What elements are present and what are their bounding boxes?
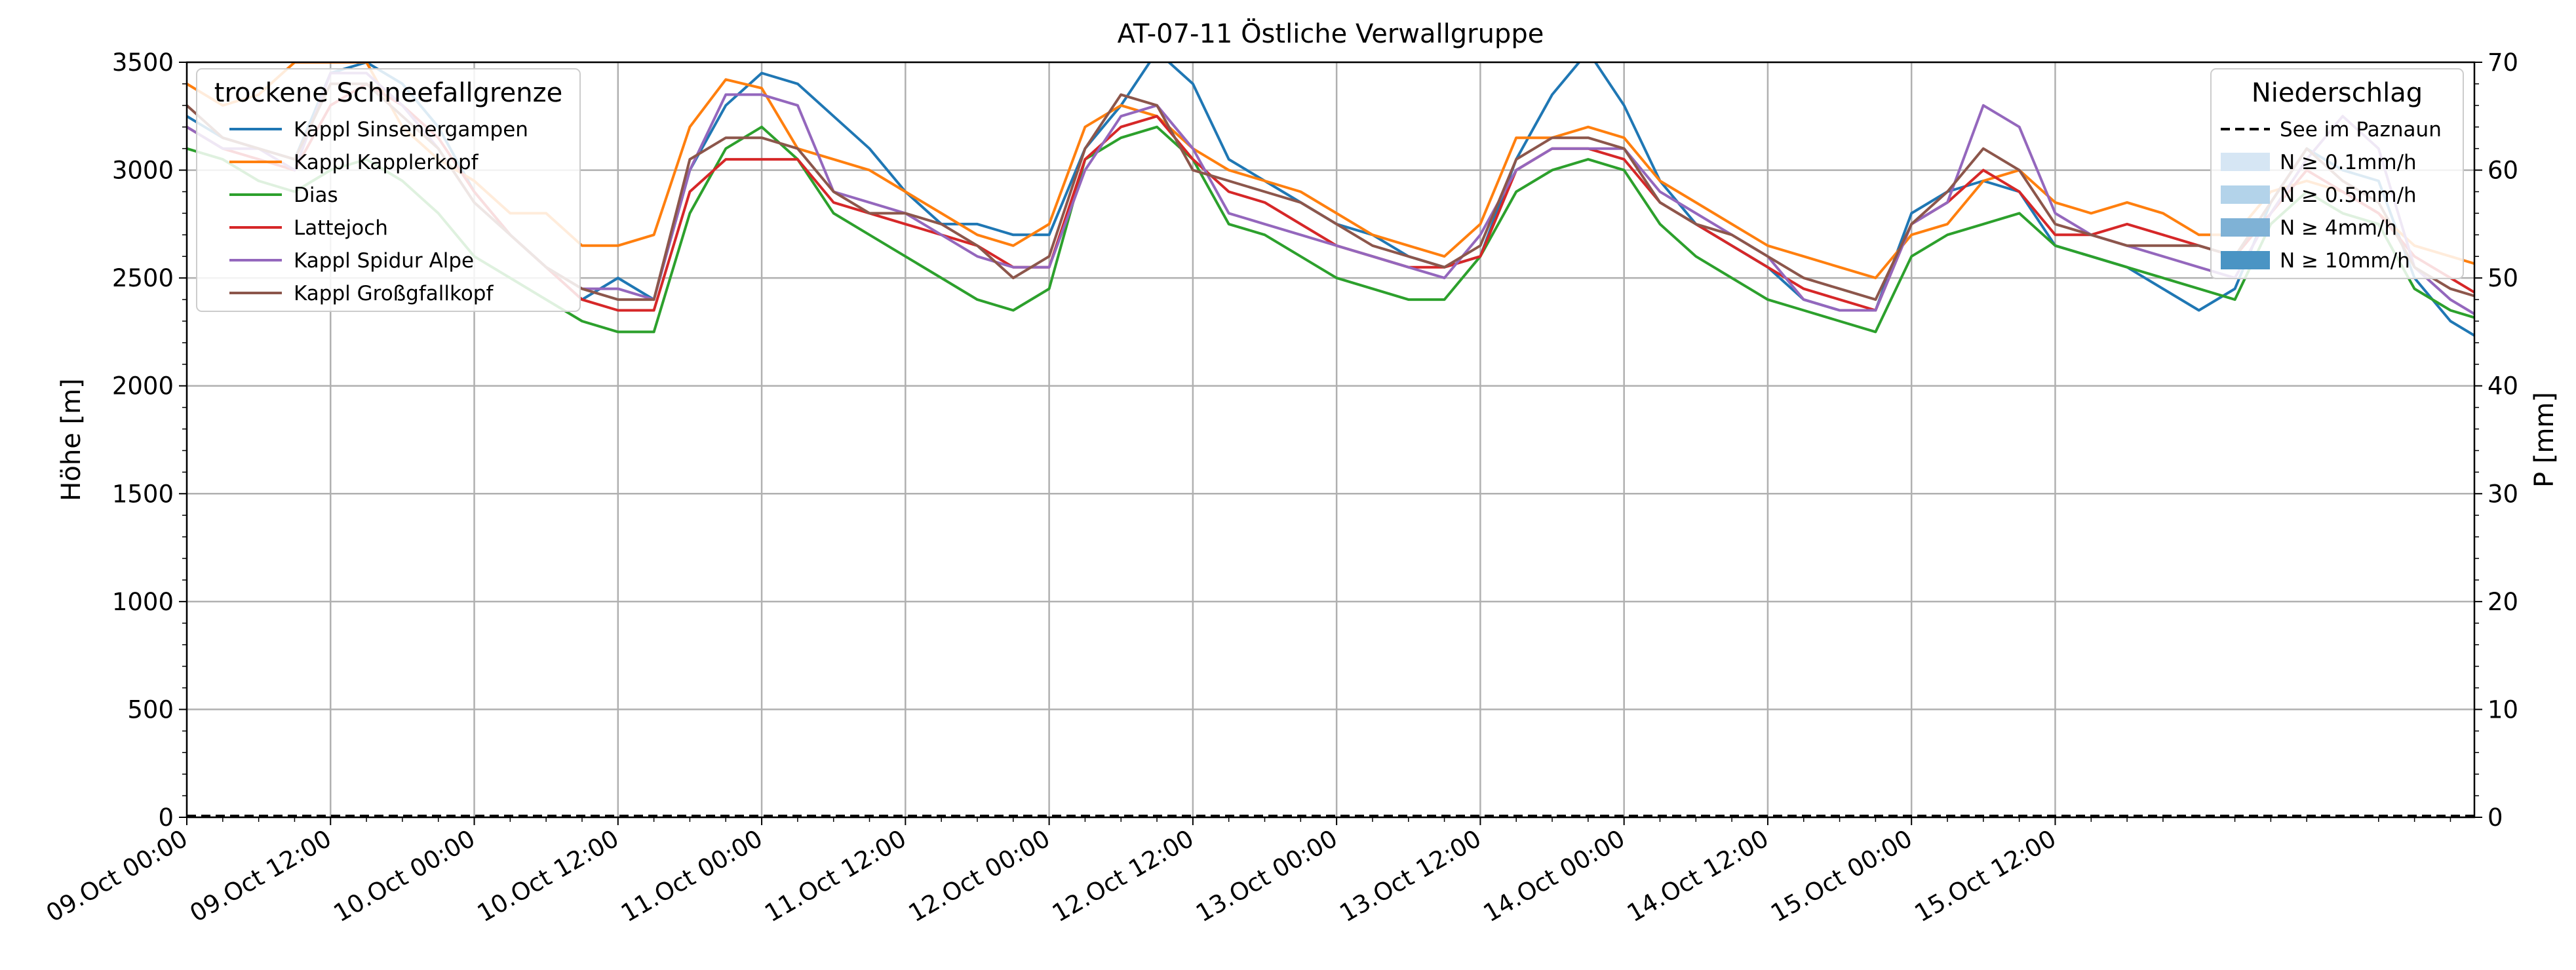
y-right-tick-label: 0 [2488, 804, 2503, 832]
legend-right-swatch-3 [2221, 218, 2270, 237]
series-lines [187, 62, 2474, 817]
y-tick-label: 0 [158, 804, 174, 832]
y-right-tick-label: 50 [2488, 264, 2518, 292]
legend-right-swatch-4 [2221, 251, 2270, 269]
legend-left-label-4: Kappl Spidur Alpe [294, 249, 474, 273]
y-right-tick-label: 10 [2488, 695, 2518, 724]
legend-left-label-1: Kappl Kapplerkopf [294, 151, 479, 174]
y-right-tick-label: 30 [2488, 480, 2518, 508]
legend-right-title: Niederschlag [2252, 78, 2423, 108]
chart-title: AT-07-11 Östliche Verwallgruppe [1118, 18, 1544, 49]
legend-left-label-3: Lattejoch [294, 216, 388, 240]
legend-right-swatch-2 [2221, 185, 2270, 204]
y-tick-label: 3500 [112, 48, 174, 77]
y-right-tick-label: 70 [2488, 48, 2518, 77]
legend-left-label-5: Kappl Großgfallkopf [294, 282, 494, 305]
y-tick-label: 3000 [112, 157, 174, 185]
legend-right-swatch-1 [2221, 153, 2270, 171]
y-right-tick-label: 60 [2488, 157, 2518, 185]
series-line-4 [187, 71, 2474, 316]
y-right-tick-label: 20 [2488, 588, 2518, 616]
legends: trockene Schneefallgrenze Kappl Sinsenerg… [196, 68, 2464, 312]
axes-frame [185, 61, 2476, 819]
y-axis-label-right: P [mm] [2529, 392, 2560, 488]
legend-right-label-1: N ≥ 0.1mm/h [2280, 151, 2417, 174]
y-tick-label: 1500 [112, 480, 174, 508]
legend-right-label-0: See im Paznaun [2280, 118, 2442, 142]
legend-left-box [196, 68, 581, 312]
y-right-tick-label: 40 [2488, 372, 2518, 400]
y-axis-label: Höhe [m] [56, 378, 87, 501]
series-line-5 [187, 82, 2474, 301]
legend-left-title: trockene Schneefallgrenze [214, 78, 562, 108]
legend-left-label-0: Kappl Sinsenergampen [294, 118, 528, 142]
legend-right-box [2210, 68, 2464, 279]
y-tick-label: 1000 [112, 588, 174, 616]
y-tick-label: 500 [127, 695, 174, 724]
series-line-1 [187, 62, 2474, 280]
series-line-0 [187, 62, 2474, 338]
legend-left-label-2: Dias [294, 184, 338, 207]
y-tick-label: 2500 [112, 264, 174, 292]
legend-right-label-2: N ≥ 0.5mm/h [2280, 184, 2417, 207]
legend-right-label-3: N ≥ 4mm/h [2280, 216, 2397, 240]
legend-right-label-4: N ≥ 10mm/h [2280, 249, 2410, 273]
y-tick-label: 2000 [112, 372, 174, 400]
series-line-2 [187, 125, 2474, 334]
